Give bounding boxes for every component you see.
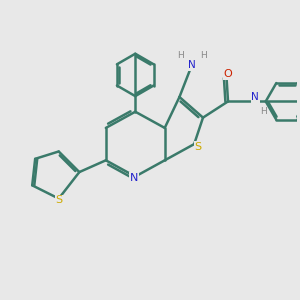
Text: H: H — [177, 51, 184, 60]
Text: N: N — [188, 60, 196, 70]
Text: S: S — [194, 142, 201, 152]
Text: N: N — [130, 173, 138, 183]
Text: H: H — [200, 51, 207, 60]
Text: O: O — [224, 69, 233, 79]
Text: H: H — [260, 107, 267, 116]
Text: N: N — [251, 92, 259, 102]
Text: S: S — [55, 195, 62, 205]
